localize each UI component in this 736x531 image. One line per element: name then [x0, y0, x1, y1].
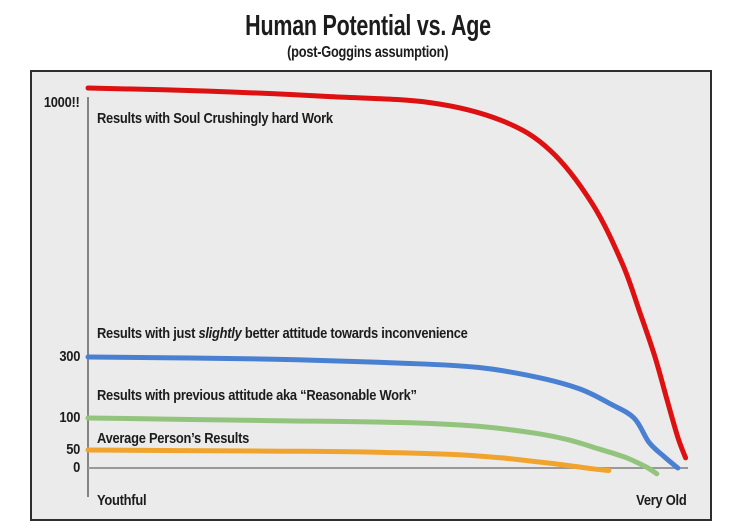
- series-label-soul-crushing-work: Results with Soul Crushingly hard Work: [97, 110, 371, 128]
- label-prefix: Results with just: [97, 325, 199, 342]
- y-tick-1000: 1000!!: [26, 94, 80, 112]
- y-tick-100: 100: [26, 409, 80, 427]
- series-label-average-person-text: Average Person’s Results: [97, 430, 250, 447]
- label-italic-word: slightly: [198, 325, 242, 342]
- label-suffix: better attitude towards inconvenience: [241, 325, 468, 342]
- x-axis-label-very-old: Very Old: [628, 492, 687, 510]
- y-tick-300: 300: [26, 348, 80, 366]
- x-axis-label-youthful-text: Youthful: [97, 492, 147, 509]
- series-label-reasonable-work: Results with previous attitude aka “Reas…: [97, 387, 469, 405]
- y-tick-50: 50: [26, 441, 80, 459]
- chart-title-text: Human Potential vs. Age: [245, 10, 491, 42]
- y-tick-1000-label: 1000!!: [44, 94, 80, 111]
- x-axis-label-youthful: Youthful: [97, 492, 154, 510]
- series-label-reasonable-work-text: Results with previous attitude aka “Reas…: [97, 387, 417, 404]
- chart-subtitle-text: (post-Goggins assumption): [287, 44, 449, 61]
- y-tick-300-label: 300: [59, 348, 80, 365]
- x-axis-label-very-old-text: Very Old: [635, 492, 687, 509]
- page-title: Human Potential vs. Age: [0, 10, 736, 42]
- series-label-slightly-better-attitude-text: Results with just slightly better attitu…: [97, 325, 468, 343]
- series-label-soul-crushing-work-text: Results with Soul Crushingly hard Work: [97, 110, 333, 127]
- series-label-slightly-better-attitude: Results with just slightly better attitu…: [97, 325, 528, 343]
- y-tick-50-label: 50: [66, 441, 80, 458]
- plot-area: [30, 70, 712, 521]
- y-tick-0-label: 0: [73, 459, 80, 476]
- series-label-average-person: Average Person’s Results: [97, 430, 274, 448]
- chart-subtitle: (post-Goggins assumption): [0, 44, 736, 62]
- y-tick-0: 0: [26, 459, 80, 477]
- y-tick-100-label: 100: [59, 409, 80, 426]
